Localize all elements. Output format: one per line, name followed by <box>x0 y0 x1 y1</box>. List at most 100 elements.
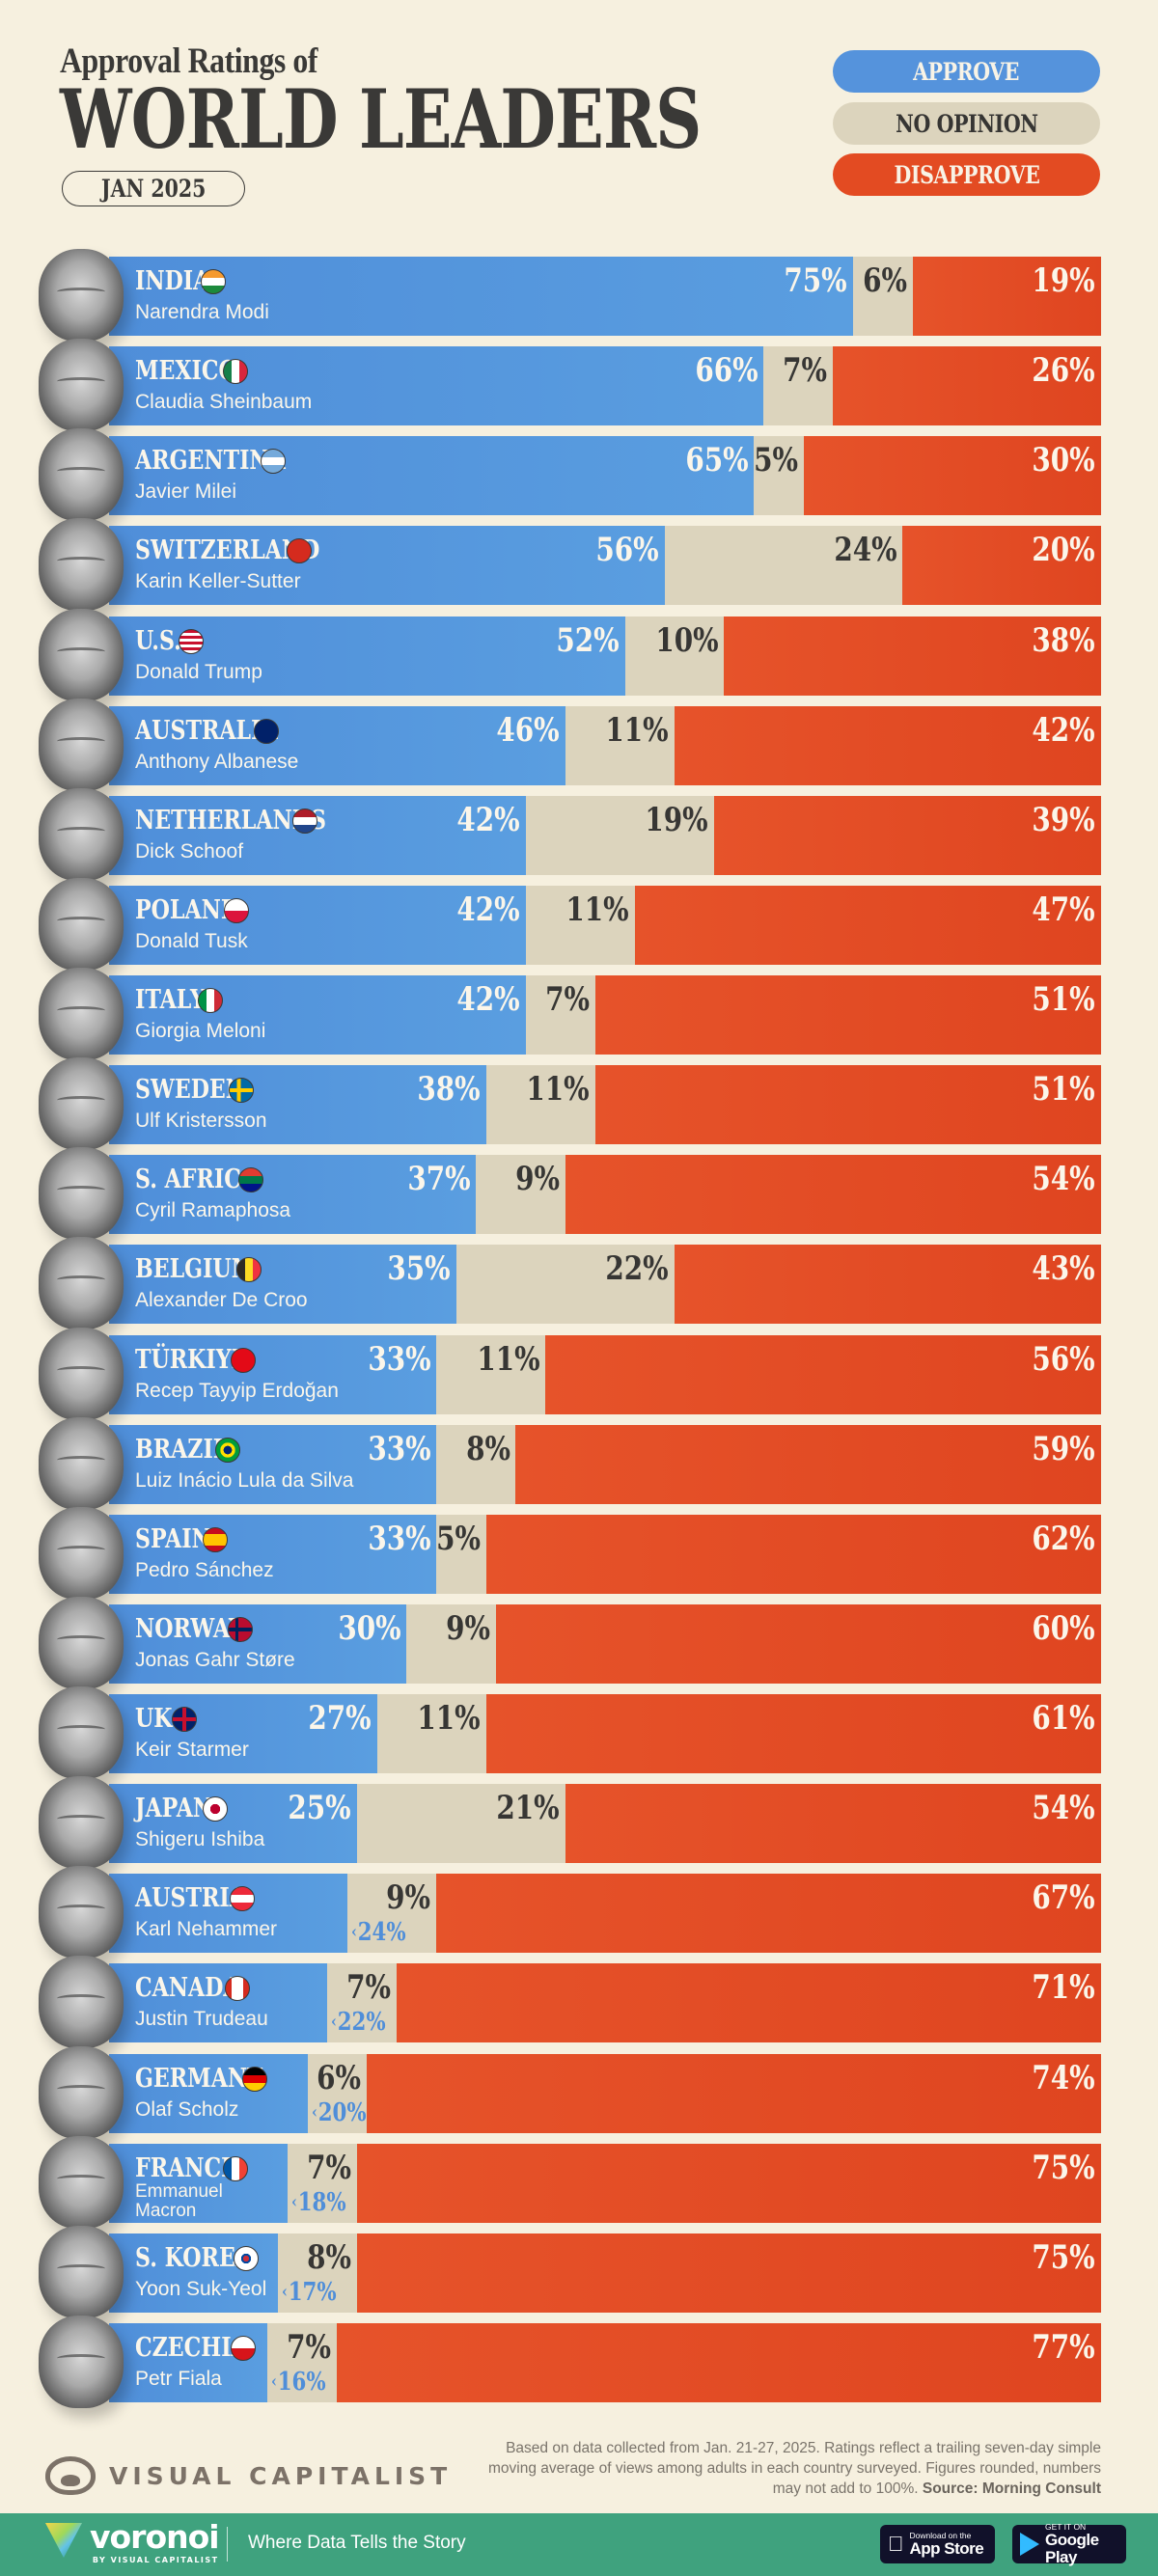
approve-value: ‹22% <box>331 2010 386 2035</box>
country-label: CZECHIA <box>135 2333 257 2363</box>
country-label: NORWAY <box>135 1614 253 1644</box>
leader-name: Petr Fiala <box>135 2368 222 2390</box>
disapprove-value: 38% <box>1032 621 1095 660</box>
disapprove-segment: 75% <box>356 2144 1101 2223</box>
country-name: AUSTRALIA <box>135 716 278 746</box>
country-label: SPAIN <box>135 1524 228 1554</box>
approve-segment: 30% <box>109 1604 407 1684</box>
legend-approve-label: APPROVE <box>913 57 1020 86</box>
chart-row: ‹24% 9% 67% AUSTRIA Karl Nehammer <box>0 1866 1158 1959</box>
country-name: AUSTRIA <box>135 1883 246 1913</box>
country-label: FRANCE <box>135 2153 248 2183</box>
app-store-button[interactable]:  Download on the App Store <box>880 2525 995 2563</box>
no-opinion-segment: 22% <box>455 1245 675 1324</box>
visual-capitalist-logo: VISUAL CAPITALIST <box>45 2456 452 2495</box>
country-name: NETHERLANDS <box>135 806 326 836</box>
no-opinion-value: 5% <box>753 441 798 480</box>
google-play-small: GET IT ON <box>1045 2521 1087 2532</box>
tagline: Where Data Tells the Story <box>248 2533 466 2553</box>
leader-name: Jonas Gahr Støre <box>135 1649 295 1671</box>
disapprove-segment: 39% <box>714 796 1101 875</box>
approve-segment: 42% <box>109 796 526 875</box>
chevron-left-icon: ‹ <box>331 2012 338 2032</box>
leader-name: Karl Nehammer <box>135 1918 278 1940</box>
approve-segment: 25% <box>109 1784 357 1863</box>
no-opinion-segment: 7% <box>525 975 595 1055</box>
leader-name: Keir Starmer <box>135 1739 249 1761</box>
country-name: CANADA <box>135 1973 240 2003</box>
leader-name: Shigeru Ishiba <box>135 1828 265 1850</box>
footnote: Based on data collected from Jan. 21-27,… <box>483 2438 1101 2499</box>
google-play-button[interactable]: GET IT ON Google Play <box>1012 2521 1126 2565</box>
no-opinion-segment: ‹17% 8% <box>277 2233 357 2313</box>
date-badge: JAN 2025 <box>62 171 245 206</box>
stacked-bar: ‹16% 7% 77% <box>109 2323 1101 2402</box>
leader-name: Luiz Inácio Lula da Silva <box>135 1469 354 1492</box>
disapprove-value: 62% <box>1032 1520 1095 1558</box>
leader-name: Donald Tusk <box>135 930 248 952</box>
approve-value: 42% <box>456 801 520 839</box>
chart-title: WORLD LEADERS <box>60 71 702 167</box>
leader-portrait <box>39 1686 124 1779</box>
country-name: SWEDEN <box>135 1075 246 1105</box>
disapprove-segment: 74% <box>367 2054 1101 2133</box>
disapprove-value: 77% <box>1032 2328 1095 2367</box>
disapprove-value: 54% <box>1032 1789 1095 1827</box>
chart-row: 35% 22% 43% BELGIUM Alexander De Croo <box>0 1237 1158 1329</box>
disapprove-segment: 59% <box>515 1425 1101 1504</box>
country-name: ITALY <box>135 985 206 1015</box>
approve-value: 42% <box>456 980 520 1019</box>
country-name: S. AFRICA <box>135 1165 259 1194</box>
country-name: CZECHIA <box>135 2333 248 2363</box>
disapprove-segment: 75% <box>356 2233 1101 2313</box>
us-flag-icon <box>179 628 205 654</box>
leader-name: Narendra Modi <box>135 301 269 323</box>
voronoi-name: voronoi <box>90 2518 220 2556</box>
approve-value-text: 16% <box>278 2368 327 2397</box>
no-opinion-segment: 5% <box>753 436 804 515</box>
leader-portrait <box>39 2316 124 2408</box>
approve-segment: 42% <box>109 975 526 1055</box>
stacked-bar: 42% 19% 39% <box>109 796 1101 875</box>
stacked-bar: 30% 9% 60% <box>109 1604 1101 1684</box>
disapprove-segment: 43% <box>674 1245 1101 1324</box>
legend-approve: APPROVE <box>833 50 1100 93</box>
leader-portrait <box>39 1237 124 1329</box>
approve-segment <box>109 1874 347 1953</box>
approve-segment: 33% <box>109 1335 437 1414</box>
country-label: ITALY <box>135 985 223 1015</box>
chart-row: 33% 5% 62% SPAIN Pedro Sánchez <box>0 1507 1158 1600</box>
no-opinion-segment: 8% <box>436 1425 516 1504</box>
approve-segment: 46% <box>109 706 565 785</box>
no-opinion-segment: 7% <box>763 346 834 425</box>
disapprove-value: 59% <box>1032 1430 1095 1468</box>
chart-row: ‹18% 7% 75% FRANCE Emmanuel Macron <box>0 2136 1158 2229</box>
country-label: INDIA <box>135 266 227 296</box>
leader-name: Claudia Sheinbaum <box>135 391 313 413</box>
approve-value: ‹17% <box>282 2280 337 2305</box>
country-name: JAPAN <box>135 1794 213 1823</box>
legend-disapprove-label: DISAPPROVE <box>894 160 1039 189</box>
chart-row: 52% 10% 38% U.S. Donald Trump <box>0 609 1158 701</box>
disapprove-value: 26% <box>1032 351 1095 390</box>
chart-row: ‹20% 6% 74% GERMANY Olaf Scholz <box>0 2046 1158 2139</box>
voronoi-logo[interactable]: voronoi BY VISUAL CAPITALIST <box>45 2518 220 2564</box>
canada-flag-icon <box>224 1975 250 2001</box>
stacked-bar: 38% 11% 51% <box>109 1065 1101 1144</box>
mexico-flag-icon <box>222 358 248 384</box>
approve-value: 38% <box>417 1070 481 1109</box>
no-opinion-value: 11% <box>417 1699 481 1738</box>
approve-value: 33% <box>367 1520 431 1558</box>
approve-segment: 66% <box>109 346 764 425</box>
leader-portrait <box>39 1417 124 1510</box>
stacked-bar: 65% 5% 30% <box>109 436 1101 515</box>
chevron-left-icon: ‹ <box>311 2102 317 2123</box>
leader-portrait <box>39 428 124 521</box>
chart-row: 75% 6% 19% INDIA Narendra Modi <box>0 249 1158 342</box>
country-name: GERMANY <box>135 2064 262 2094</box>
disapprove-value: 56% <box>1032 1340 1095 1379</box>
disapprove-segment: 77% <box>337 2323 1101 2402</box>
leader-name: Cyril Ramaphosa <box>135 1199 291 1221</box>
stacked-bar: 42% 11% 47% <box>109 886 1101 965</box>
czechia-flag-icon <box>231 2335 257 2361</box>
